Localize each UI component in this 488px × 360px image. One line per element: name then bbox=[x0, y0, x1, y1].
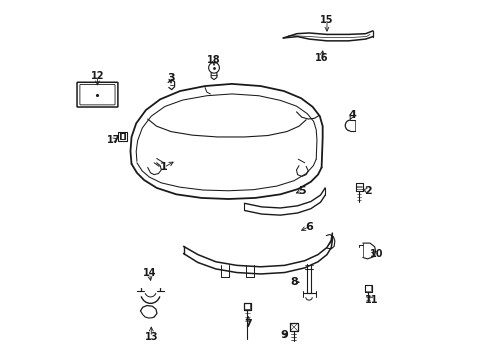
Text: 4: 4 bbox=[347, 111, 355, 121]
Text: 13: 13 bbox=[144, 332, 158, 342]
Text: 7: 7 bbox=[244, 319, 251, 329]
Text: 3: 3 bbox=[167, 73, 174, 83]
Text: 17: 17 bbox=[107, 135, 120, 145]
Text: 10: 10 bbox=[370, 248, 383, 258]
Text: 14: 14 bbox=[142, 268, 156, 278]
Text: 1: 1 bbox=[160, 162, 167, 172]
Text: 2: 2 bbox=[364, 186, 371, 196]
Text: 11: 11 bbox=[365, 295, 378, 305]
Text: 15: 15 bbox=[320, 15, 333, 26]
Text: 5: 5 bbox=[298, 186, 305, 196]
Text: 6: 6 bbox=[305, 222, 312, 231]
Text: 8: 8 bbox=[290, 277, 298, 287]
Text: 9: 9 bbox=[280, 330, 287, 340]
Text: 18: 18 bbox=[207, 55, 221, 65]
Text: 16: 16 bbox=[314, 53, 327, 63]
Text: 12: 12 bbox=[91, 71, 104, 81]
